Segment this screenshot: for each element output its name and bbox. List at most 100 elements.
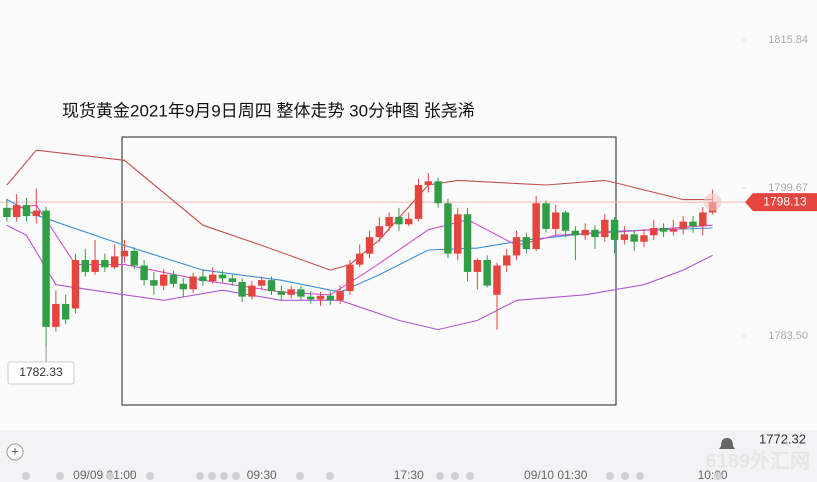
x-tick-label: 09/09 01:00 — [73, 468, 137, 482]
footer-bar — [0, 430, 817, 482]
candle-body — [679, 221, 687, 229]
candle-body — [169, 274, 178, 284]
candle-body — [503, 255, 511, 266]
candle-body — [385, 217, 393, 227]
footer-dot — [606, 472, 614, 480]
footer-dot — [146, 472, 154, 480]
footer-dot — [196, 472, 204, 480]
candle-body — [375, 226, 384, 238]
last-price-tag — [745, 193, 817, 212]
candle-body — [287, 289, 295, 295]
watermark: 6189外汇网 — [706, 448, 811, 472]
candle-body — [395, 217, 403, 225]
candle-body — [542, 203, 550, 229]
candle-body — [316, 295, 325, 300]
candle-body — [91, 260, 99, 272]
candle-body — [650, 227, 658, 236]
last-price-label: 1798.13 — [763, 194, 807, 208]
candle-body — [699, 212, 707, 227]
candle-body — [659, 227, 668, 232]
footer-dot — [636, 472, 644, 480]
candle-body — [493, 265, 501, 295]
candle-body — [610, 219, 619, 240]
candle-body — [238, 281, 246, 297]
candle-body — [110, 256, 119, 268]
candle-body — [208, 274, 217, 282]
last-price-glow — [703, 193, 722, 212]
candle-body — [189, 276, 197, 290]
candle-body — [444, 203, 452, 254]
candle-body — [326, 295, 335, 301]
footer-dot — [56, 472, 64, 480]
x-tick-label: 09:30 — [247, 468, 277, 482]
footer-dot — [208, 472, 216, 480]
candle-body — [620, 234, 629, 240]
candle-body — [571, 230, 580, 236]
candle-body — [356, 253, 364, 265]
candle-body — [22, 205, 31, 217]
indicator-line — [6, 224, 713, 331]
candle-body — [689, 221, 697, 227]
candle-body — [552, 212, 560, 229]
candle-body — [257, 280, 266, 286]
candle-body — [130, 250, 139, 266]
candle-body — [454, 214, 462, 254]
candle-body — [522, 237, 531, 250]
candle-body — [81, 260, 90, 272]
candle-body — [640, 235, 648, 242]
candle-body — [3, 207, 11, 218]
alarm-icon[interactable] — [719, 438, 735, 449]
footer-dot — [621, 472, 629, 480]
footer-dot — [436, 472, 444, 480]
candle-body — [199, 276, 207, 282]
x-tick-label: 17:30 — [394, 468, 424, 482]
candle-body — [159, 274, 168, 286]
candle-body — [601, 219, 609, 238]
candle-body — [306, 296, 315, 300]
footer-dot — [220, 472, 228, 480]
footer-dot — [22, 472, 30, 480]
candle-body — [140, 265, 148, 281]
candle-body — [101, 260, 109, 268]
candle-body — [267, 280, 276, 292]
candle-body — [473, 260, 482, 272]
candle-body — [532, 203, 540, 250]
add-button[interactable] — [6, 443, 24, 461]
candle-body — [512, 237, 521, 256]
candle-body — [120, 250, 129, 257]
candle-body — [561, 212, 570, 231]
footer-dot — [451, 472, 459, 480]
x-tick-label: 09/10 01:30 — [524, 468, 588, 482]
candle-body — [336, 291, 344, 301]
candle-body — [179, 283, 188, 290]
candle-body — [424, 181, 433, 185]
candle-body — [346, 264, 354, 292]
footer-dot — [326, 472, 334, 480]
bottom-price: 1772.32 — [759, 431, 806, 446]
candle-body — [414, 184, 423, 219]
candle-body — [405, 218, 413, 225]
y-tick-label: 1799.67 — [768, 182, 808, 194]
annotation-box — [121, 136, 617, 406]
y-tick-label: 1815.84 — [768, 34, 808, 46]
footer-dot — [296, 472, 304, 480]
candle-body — [463, 214, 472, 272]
candle-body — [52, 303, 60, 327]
chart-title: 现货黄金2021年9月9日周四 整体走势 30分钟图 张尧浠 — [62, 101, 475, 120]
candle-body — [434, 181, 442, 204]
candle-body — [365, 237, 374, 254]
candle-body — [483, 260, 491, 286]
footer-dot — [714, 472, 722, 480]
y-tick-label: 1783.50 — [768, 330, 808, 342]
footer-dot — [106, 472, 114, 480]
candle-body — [297, 289, 305, 297]
candle-body — [42, 210, 50, 327]
candle-body — [218, 274, 227, 279]
candle-body — [277, 291, 286, 295]
candle-body — [61, 303, 70, 320]
candle-body — [669, 228, 678, 232]
add-icon[interactable]: + — [11, 443, 19, 458]
candle-body — [581, 229, 589, 236]
